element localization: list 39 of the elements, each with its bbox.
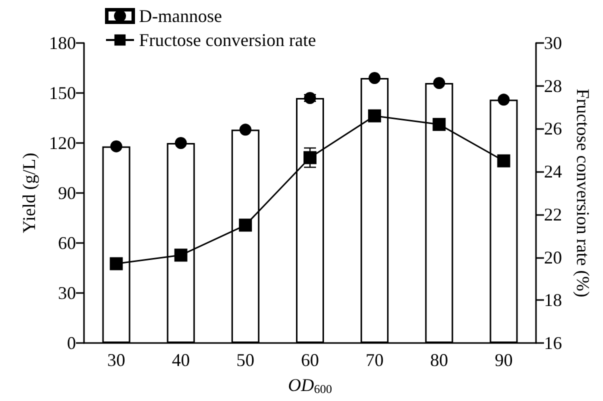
legend-label: D-mannose: [139, 6, 222, 26]
y2-axis-title: Fructose conversion rate (%): [573, 88, 593, 298]
point: [174, 137, 187, 149]
y-tick-label: 90: [58, 183, 76, 203]
y-tick-label: 150: [49, 83, 76, 103]
point: [174, 248, 188, 262]
point: [368, 72, 381, 84]
point: [433, 77, 446, 89]
point: [368, 109, 382, 122]
x-tick-label: 40: [172, 350, 190, 370]
point: [110, 140, 122, 152]
y2-tick-label: 30: [544, 33, 562, 53]
point: [110, 257, 123, 270]
point: [432, 118, 446, 131]
y2-tick-label: 24: [544, 162, 562, 182]
y2-tick-label: 28: [544, 76, 562, 96]
y2-tick-label: 26: [544, 118, 562, 139]
y-tick-label: 60: [58, 233, 76, 253]
point: [239, 124, 252, 136]
y2-tick-label: 18: [544, 290, 562, 310]
y-tick-label: 30: [58, 283, 76, 303]
x-tick-label: 90: [494, 350, 513, 370]
x-tick-label: 50: [236, 350, 254, 370]
y2-tick-label: 20: [544, 247, 562, 268]
x-tick-label: 70: [366, 350, 384, 370]
point: [497, 154, 510, 168]
x-tick-label: 60: [301, 350, 319, 370]
y-axis-title: Yield (g/L): [19, 152, 40, 234]
y2-tick-label: 22: [544, 204, 562, 224]
point: [498, 94, 510, 106]
point: [304, 151, 316, 164]
x-tick-label: 80: [430, 350, 448, 370]
y-tick-label: 0: [67, 333, 76, 353]
y-tick-label: 120: [49, 133, 76, 153]
y2-tick-label: 16: [544, 333, 562, 353]
legend-label: Fructose conversion rate: [139, 30, 316, 50]
y-tick-label: 180: [49, 33, 76, 53]
x-tick-label: 30: [107, 350, 126, 370]
point: [238, 218, 252, 232]
